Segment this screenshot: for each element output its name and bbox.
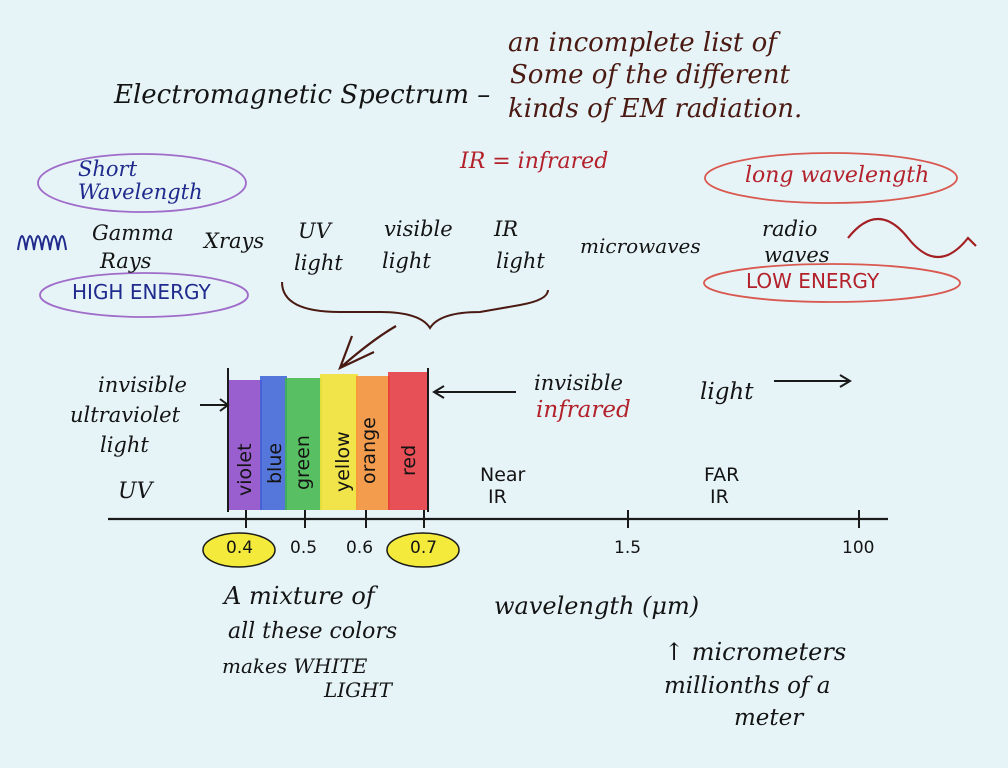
long-wave-icon — [847, 217, 977, 259]
band-orange — [356, 376, 390, 510]
band-blue — [260, 376, 287, 510]
micrometers-line-2: millionths of a — [664, 673, 831, 699]
tick-label-0.7: 0.7 — [410, 538, 438, 558]
long-wavelength-label: long wavelength — [745, 163, 930, 188]
band-yellow — [320, 374, 358, 510]
far-ir-line-2: IR — [710, 486, 729, 508]
subtitle-line-2: Some of the different — [510, 60, 790, 90]
invisible-uv-line-2: ultraviolet — [70, 403, 181, 427]
mixture-line-2: all these colors — [228, 619, 398, 644]
subtitle-line-1: an incomplete list of — [508, 28, 777, 58]
mixture-line-4: LIGHT — [324, 678, 392, 702]
color-label-orange: orange — [358, 417, 380, 484]
microwaves-label: microwaves — [580, 234, 701, 258]
near-ir-line-2: IR — [488, 486, 507, 508]
xrays-label: Xrays — [204, 229, 265, 253]
long-wavelength-oval — [704, 152, 958, 204]
tick-label-100: 100 — [842, 538, 875, 558]
tick-label-0.4: 0.4 — [226, 538, 254, 558]
color-label-violet: violet — [234, 443, 256, 496]
micrometers-line-1: ↑ micrometers — [664, 638, 847, 666]
visible-brace — [281, 281, 549, 330]
band-violet — [228, 380, 262, 510]
invisible-ir-line-2: infrared — [536, 397, 631, 423]
ir-right-arrow-icon — [774, 374, 852, 388]
tick-label-0.6: 0.6 — [346, 538, 374, 558]
visible-label-line-2: light — [382, 249, 431, 273]
down-arrow-icon — [338, 325, 397, 371]
low-energy-label: LOW ENERGY — [746, 269, 880, 293]
color-label-red: red — [398, 444, 420, 476]
ir-label-line-1: IR — [494, 217, 519, 241]
tick-label-0.5: 0.5 — [290, 538, 318, 558]
color-label-blue: blue — [264, 442, 286, 484]
axis-label: wavelength (μm) — [494, 592, 700, 620]
subtitle-line-3: kinds of EM radiation. — [508, 94, 803, 124]
far-ir-line-1: FAR — [704, 464, 740, 486]
highlight-0.7 — [386, 532, 460, 568]
micrometers-line-3: meter — [734, 705, 804, 731]
ir-definition: IR = infrared — [460, 149, 609, 174]
band-green — [285, 378, 322, 510]
short-wavelength-oval — [37, 153, 247, 213]
near-ir-line-1: Near — [480, 464, 526, 486]
mixture-line-1: A mixture of — [224, 582, 375, 610]
short-label-line-1: Short — [78, 157, 138, 181]
radio-label-line-1: radio — [762, 217, 818, 241]
uv-label-line-1: UV — [298, 219, 331, 243]
short-label-line-2: Wavelength — [78, 180, 203, 204]
color-label-yellow: yellow — [332, 431, 354, 492]
color-label-green: green — [292, 435, 314, 490]
high-energy-oval — [39, 272, 249, 318]
ir-left-arrow-icon — [432, 385, 516, 399]
radio-label-line-2: waves — [764, 243, 830, 267]
uv-region-label: UV — [118, 479, 153, 504]
low-energy-oval — [703, 263, 961, 303]
ir-label-line-2: light — [496, 249, 545, 273]
gamma-label-line-1: Gamma — [92, 221, 174, 245]
uv-arrow-icon — [200, 398, 230, 412]
invisible-uv-line-3: light — [100, 433, 149, 457]
high-energy-label: HIGH ENERGY — [72, 280, 211, 304]
band-red — [388, 372, 428, 510]
highlight-0.4 — [202, 532, 276, 568]
uv-label-line-2: light — [294, 251, 343, 275]
gamma-label-line-2: Rays — [100, 249, 152, 273]
invisible-uv-line-1: invisible — [98, 373, 187, 397]
visible-label-line-1: visible — [384, 217, 453, 241]
tick-label-1.5: 1.5 — [614, 538, 642, 558]
diagram-title: Electromagnetic Spectrum – — [114, 80, 491, 110]
short-wave-icon — [17, 235, 67, 251]
invisible-ir-line-3: light — [700, 379, 754, 405]
invisible-ir-line-1: invisible — [534, 371, 623, 395]
mixture-line-3: makes WHITE — [222, 654, 368, 678]
